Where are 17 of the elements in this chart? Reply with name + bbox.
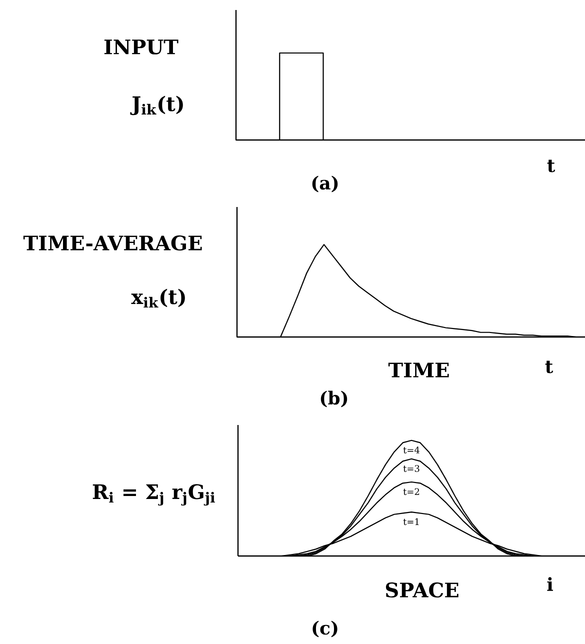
chart-title: TIME-AVERAGE (23, 235, 202, 251)
chart-title: INPUT (104, 40, 178, 54)
series-label: t=4 (403, 446, 420, 454)
text: i (547, 577, 553, 591)
text: t (547, 160, 556, 172)
y-axis-title: x$_{ik}$(t) (131, 288, 185, 308)
series-label: t=2 (403, 488, 420, 496)
text: (b) (320, 390, 348, 408)
text: (c) (312, 620, 338, 638)
y-axis-title: J$_{ik}$(t) (130, 96, 183, 116)
text: t (545, 360, 554, 374)
text: (a) (312, 176, 338, 192)
x-axis-title: SPACE (386, 582, 458, 598)
y-axis-title: R$_{i}$ = Σ$_{j}$ r$_{j}$G$_{ji}$ (92, 484, 215, 506)
series-label: t=1 (403, 518, 419, 526)
x-axis-title: TIME (388, 362, 449, 378)
series-label: t=3 (403, 465, 420, 472)
